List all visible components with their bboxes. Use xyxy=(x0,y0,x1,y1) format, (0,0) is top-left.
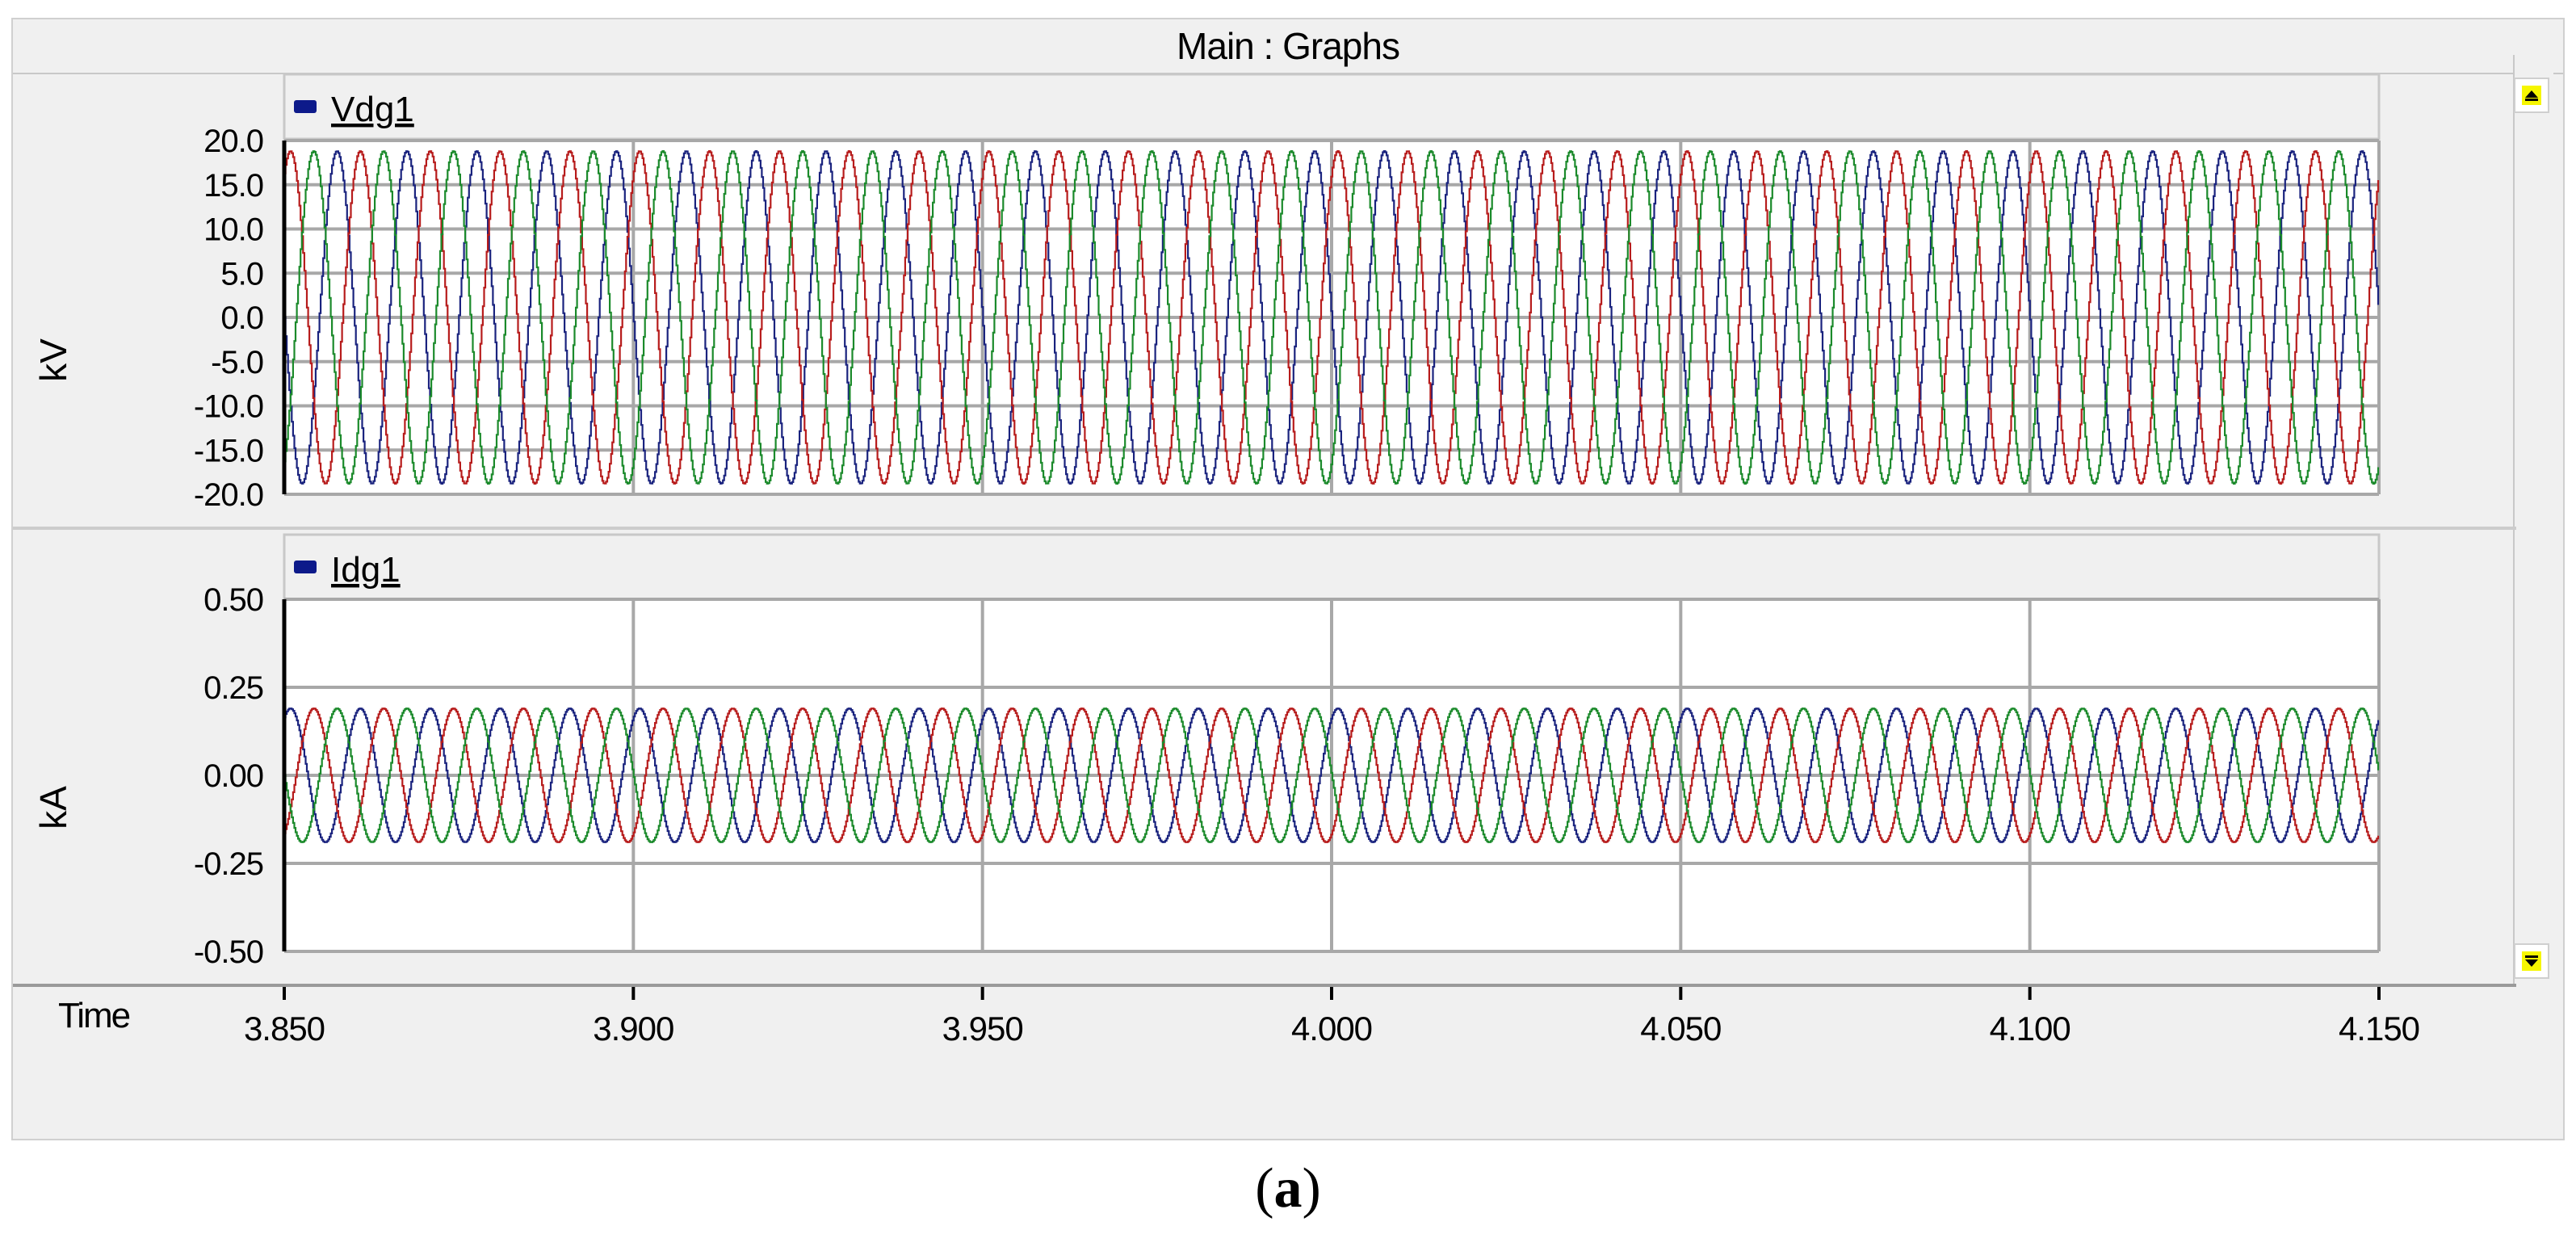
y-tick-label: -10.0 xyxy=(194,389,263,425)
caption-open: ( xyxy=(1255,1157,1274,1220)
graph-panel-vdg1[interactable]: Vdg1 20.0 15.0 10.0 5.0 0.0 -5.0 -10.0 -15.0 -20… xyxy=(32,73,2381,513)
x-tick-label: 3.850 xyxy=(244,1010,325,1048)
x-tick-label: 3.950 xyxy=(942,1010,1023,1048)
waveform-phase-a xyxy=(284,150,2380,485)
x-tick-label: 4.050 xyxy=(1640,1010,1721,1048)
time-axis-ticks: 3.850 3.900 3.950 4.000 4.050 4.100 4.150 xyxy=(244,987,2420,1048)
x-tick-label: 4.100 xyxy=(1990,1010,2070,1048)
panel-separator xyxy=(13,527,2516,530)
figure-caption: (a) xyxy=(0,1157,2576,1221)
scroll-up-arrow-icon xyxy=(2522,86,2541,105)
time-axis-label: Time xyxy=(58,996,130,1035)
y-tick-label: -0.50 xyxy=(194,934,263,970)
y-tick-label: 5.0 xyxy=(220,256,263,292)
waveform-phase-c xyxy=(284,150,2380,485)
y-tick-label: 15.0 xyxy=(203,168,263,204)
scroll-down-button[interactable] xyxy=(2514,943,2549,979)
y-axis-label-ka: kA xyxy=(32,786,74,829)
plot-area-current: 0.50 0.25 0.00 -0.25 -0.50 xyxy=(194,582,2381,970)
y-tick-label: 20.0 xyxy=(203,124,263,159)
y-tick-label: -15.0 xyxy=(194,433,263,468)
waveform-phase-a xyxy=(284,707,2380,843)
legend-label-vdg1[interactable]: Vdg1 xyxy=(331,90,414,129)
legend-swatch-icon xyxy=(294,100,317,113)
vertical-scrollbar[interactable] xyxy=(2513,55,2553,984)
y-tick-label: -5.0 xyxy=(211,345,263,380)
waveform-phase-b xyxy=(284,707,2380,843)
waveform-phase-c xyxy=(284,707,2380,843)
caption-letter: a xyxy=(1273,1157,1303,1220)
legend-bar xyxy=(283,533,2381,601)
legend-label-idg1[interactable]: Idg1 xyxy=(331,550,401,590)
waveform-phase-b xyxy=(284,150,2380,485)
x-tick-label: 4.150 xyxy=(2339,1010,2419,1048)
caption-close: ) xyxy=(1302,1157,1321,1220)
x-tick-label: 3.900 xyxy=(593,1010,673,1048)
legend-bar xyxy=(283,73,2381,141)
graph-panel-idg1[interactable]: Idg1 0.50 0.25 0.00 -0.25 -0.50 kA xyxy=(32,533,2381,970)
y-tick-label: 0.00 xyxy=(203,758,263,794)
y-tick-label: 0.50 xyxy=(203,582,263,618)
time-axis: Time 3.850 3.900 3.950 4.000 4.050 4.100 4.150 xyxy=(58,987,2420,1048)
scroll-down-arrow-icon xyxy=(2522,951,2541,971)
time-axis-separator xyxy=(13,984,2516,987)
legend-swatch-icon xyxy=(294,561,317,573)
y-tick-label: 0.25 xyxy=(203,670,263,706)
y-axis-label-kv: kV xyxy=(32,338,74,382)
y-tick-label: 0.0 xyxy=(220,300,263,336)
y-tick-label: -20.0 xyxy=(194,477,263,513)
y-tick-label: 10.0 xyxy=(203,212,263,248)
scroll-up-button[interactable] xyxy=(2514,78,2549,113)
y-tick-label: -0.25 xyxy=(194,846,263,882)
x-tick-label: 4.000 xyxy=(1291,1010,1372,1048)
plot-area-voltage: 20.0 15.0 10.0 5.0 0.0 -5.0 -10.0 -15.0 -20.0 xyxy=(194,124,2381,513)
